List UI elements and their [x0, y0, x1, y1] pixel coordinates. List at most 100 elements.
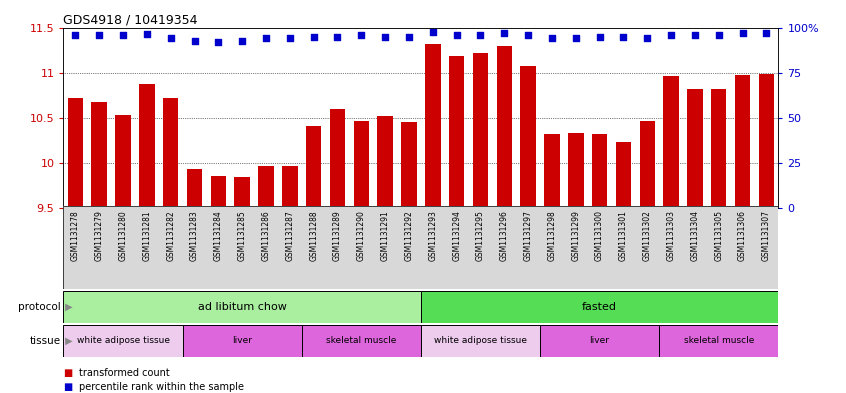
Point: [474, 31, 487, 38]
Text: liver: liver: [590, 336, 610, 345]
Point: [212, 39, 225, 45]
Bar: [731, 206, 755, 289]
Bar: [397, 206, 421, 289]
Bar: [282, 166, 298, 208]
Bar: [520, 66, 536, 208]
Bar: [640, 121, 655, 208]
Bar: [63, 206, 87, 289]
Bar: [659, 206, 683, 289]
Bar: [544, 134, 560, 208]
Text: GSM1131299: GSM1131299: [571, 211, 580, 261]
Bar: [306, 126, 321, 208]
Bar: [759, 73, 774, 208]
Text: percentile rank within the sample: percentile rank within the sample: [79, 382, 244, 392]
Bar: [635, 206, 659, 289]
Bar: [230, 206, 254, 289]
Text: GSM1131302: GSM1131302: [643, 211, 651, 261]
Point: [617, 33, 630, 40]
Bar: [683, 206, 706, 289]
Text: GSM1131306: GSM1131306: [738, 211, 747, 261]
Bar: [755, 206, 778, 289]
Bar: [254, 206, 277, 289]
Point: [235, 38, 249, 44]
Text: ▶: ▶: [62, 302, 73, 312]
Text: GSM1131281: GSM1131281: [142, 211, 151, 261]
Text: ad libitum chow: ad libitum chow: [198, 302, 287, 312]
Text: transformed count: transformed count: [79, 367, 169, 378]
Bar: [354, 121, 369, 208]
Point: [283, 35, 297, 42]
Bar: [497, 46, 512, 208]
Text: GSM1131294: GSM1131294: [452, 211, 461, 261]
Bar: [68, 98, 83, 208]
Bar: [421, 206, 445, 289]
Bar: [473, 53, 488, 208]
Point: [497, 30, 511, 36]
Bar: [401, 121, 417, 208]
Bar: [663, 76, 678, 208]
Text: GSM1131286: GSM1131286: [261, 211, 271, 261]
Text: ■: ■: [63, 367, 73, 378]
Point: [307, 33, 321, 40]
Text: GSM1131291: GSM1131291: [381, 211, 390, 261]
Bar: [135, 206, 159, 289]
Bar: [516, 206, 540, 289]
Bar: [659, 325, 778, 357]
Bar: [183, 206, 206, 289]
Bar: [111, 206, 135, 289]
Text: GDS4918 / 10419354: GDS4918 / 10419354: [63, 13, 198, 26]
Point: [116, 31, 129, 38]
Bar: [258, 166, 274, 208]
Point: [712, 31, 726, 38]
Text: GSM1131287: GSM1131287: [285, 211, 294, 261]
Text: skeletal muscle: skeletal muscle: [684, 336, 754, 345]
Text: GSM1131304: GSM1131304: [690, 211, 700, 261]
Point: [688, 31, 701, 38]
Point: [354, 31, 368, 38]
Bar: [425, 44, 441, 208]
Text: GSM1131303: GSM1131303: [667, 211, 676, 261]
Point: [259, 35, 272, 42]
Bar: [449, 55, 464, 208]
Text: GSM1131292: GSM1131292: [404, 211, 414, 261]
Bar: [183, 325, 302, 357]
Text: GSM1131282: GSM1131282: [166, 211, 175, 261]
Bar: [326, 206, 349, 289]
Point: [545, 35, 558, 42]
Bar: [139, 84, 155, 208]
Text: tissue: tissue: [30, 336, 61, 346]
Bar: [187, 169, 202, 208]
Text: GSM1131307: GSM1131307: [762, 211, 771, 261]
Point: [760, 30, 773, 36]
Text: skeletal muscle: skeletal muscle: [326, 336, 397, 345]
Bar: [616, 142, 631, 208]
Bar: [711, 89, 727, 208]
Point: [69, 31, 82, 38]
Text: GSM1131280: GSM1131280: [118, 211, 128, 261]
Bar: [588, 206, 612, 289]
Point: [664, 31, 678, 38]
Bar: [540, 206, 563, 289]
Bar: [163, 98, 179, 208]
Text: GSM1131289: GSM1131289: [333, 211, 342, 261]
Bar: [91, 102, 107, 208]
Text: GSM1131293: GSM1131293: [428, 211, 437, 261]
Point: [593, 33, 607, 40]
Bar: [420, 325, 540, 357]
Text: GSM1131301: GSM1131301: [619, 211, 628, 261]
Bar: [377, 116, 393, 208]
Bar: [63, 291, 420, 323]
Bar: [302, 206, 326, 289]
Bar: [469, 206, 492, 289]
Text: GSM1131290: GSM1131290: [357, 211, 365, 261]
Point: [426, 29, 440, 35]
Point: [378, 33, 392, 40]
Point: [164, 35, 178, 42]
Text: GSM1131283: GSM1131283: [190, 211, 199, 261]
Point: [188, 38, 201, 44]
Text: GSM1131288: GSM1131288: [309, 211, 318, 261]
Bar: [592, 134, 607, 208]
Text: GSM1131278: GSM1131278: [71, 211, 80, 261]
Text: GSM1131284: GSM1131284: [214, 211, 222, 261]
Bar: [492, 206, 516, 289]
